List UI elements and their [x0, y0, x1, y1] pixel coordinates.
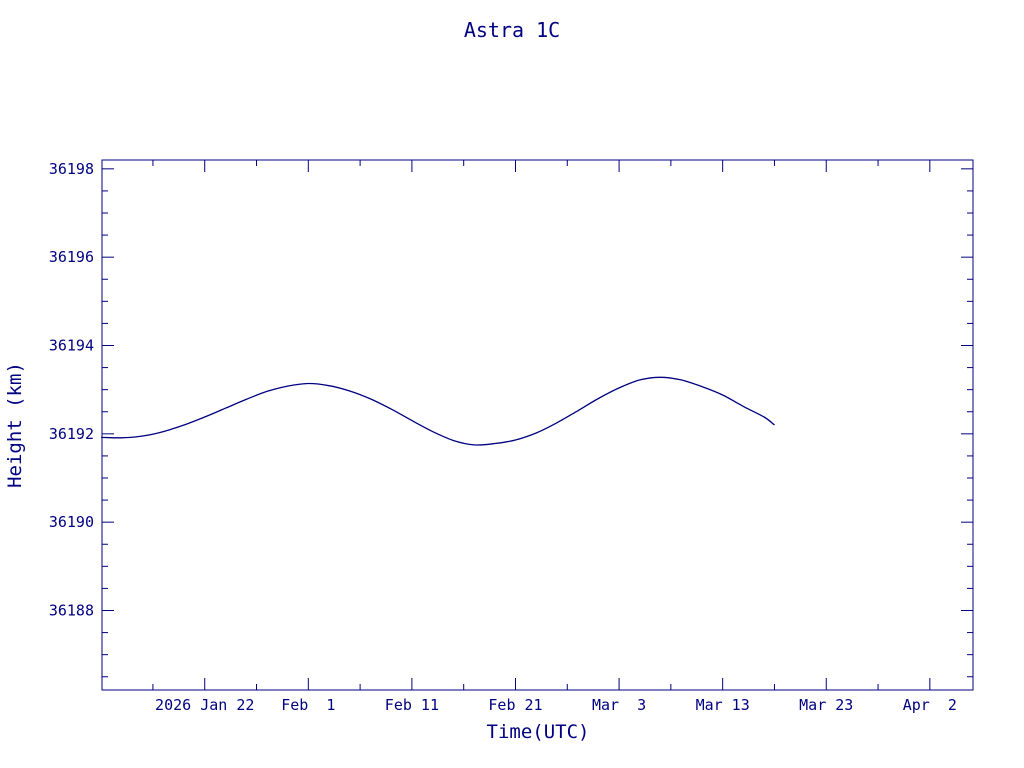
x-tick-label: Feb 1	[281, 696, 335, 714]
x-tick-label: Mar 13	[696, 696, 750, 714]
chart-title: Astra 1C	[464, 18, 560, 42]
x-axis-label: Time(UTC)	[487, 721, 590, 743]
y-tick-label: 36196	[49, 248, 94, 266]
y-axis-label: Height (km)	[4, 362, 26, 488]
plot-frame	[101, 159, 974, 691]
x-tick-label: Mar 3	[592, 696, 646, 714]
x-tick-label: Apr 2	[903, 696, 957, 714]
x-tick-label: Feb 21	[488, 696, 542, 714]
y-tick-label: 36190	[49, 513, 94, 531]
y-tick-label: 36192	[49, 425, 94, 443]
y-tick-label: 36198	[49, 160, 94, 178]
y-tick-label: 36194	[49, 337, 94, 355]
x-tick-label: Feb 11	[385, 696, 439, 714]
x-tick-label: Mar 23	[799, 696, 853, 714]
series-line	[101, 376, 775, 446]
x-axis: 2026 Jan 22 Feb 1 Feb 11 Feb 21 Mar 3 Mar 13 M…	[152, 160, 957, 714]
y-tick-label: 36188	[49, 602, 94, 620]
y-axis: 36188 36190 36192 36194 36196 36198	[49, 160, 973, 678]
x-tick-label: 2026 Jan 22	[155, 696, 254, 714]
